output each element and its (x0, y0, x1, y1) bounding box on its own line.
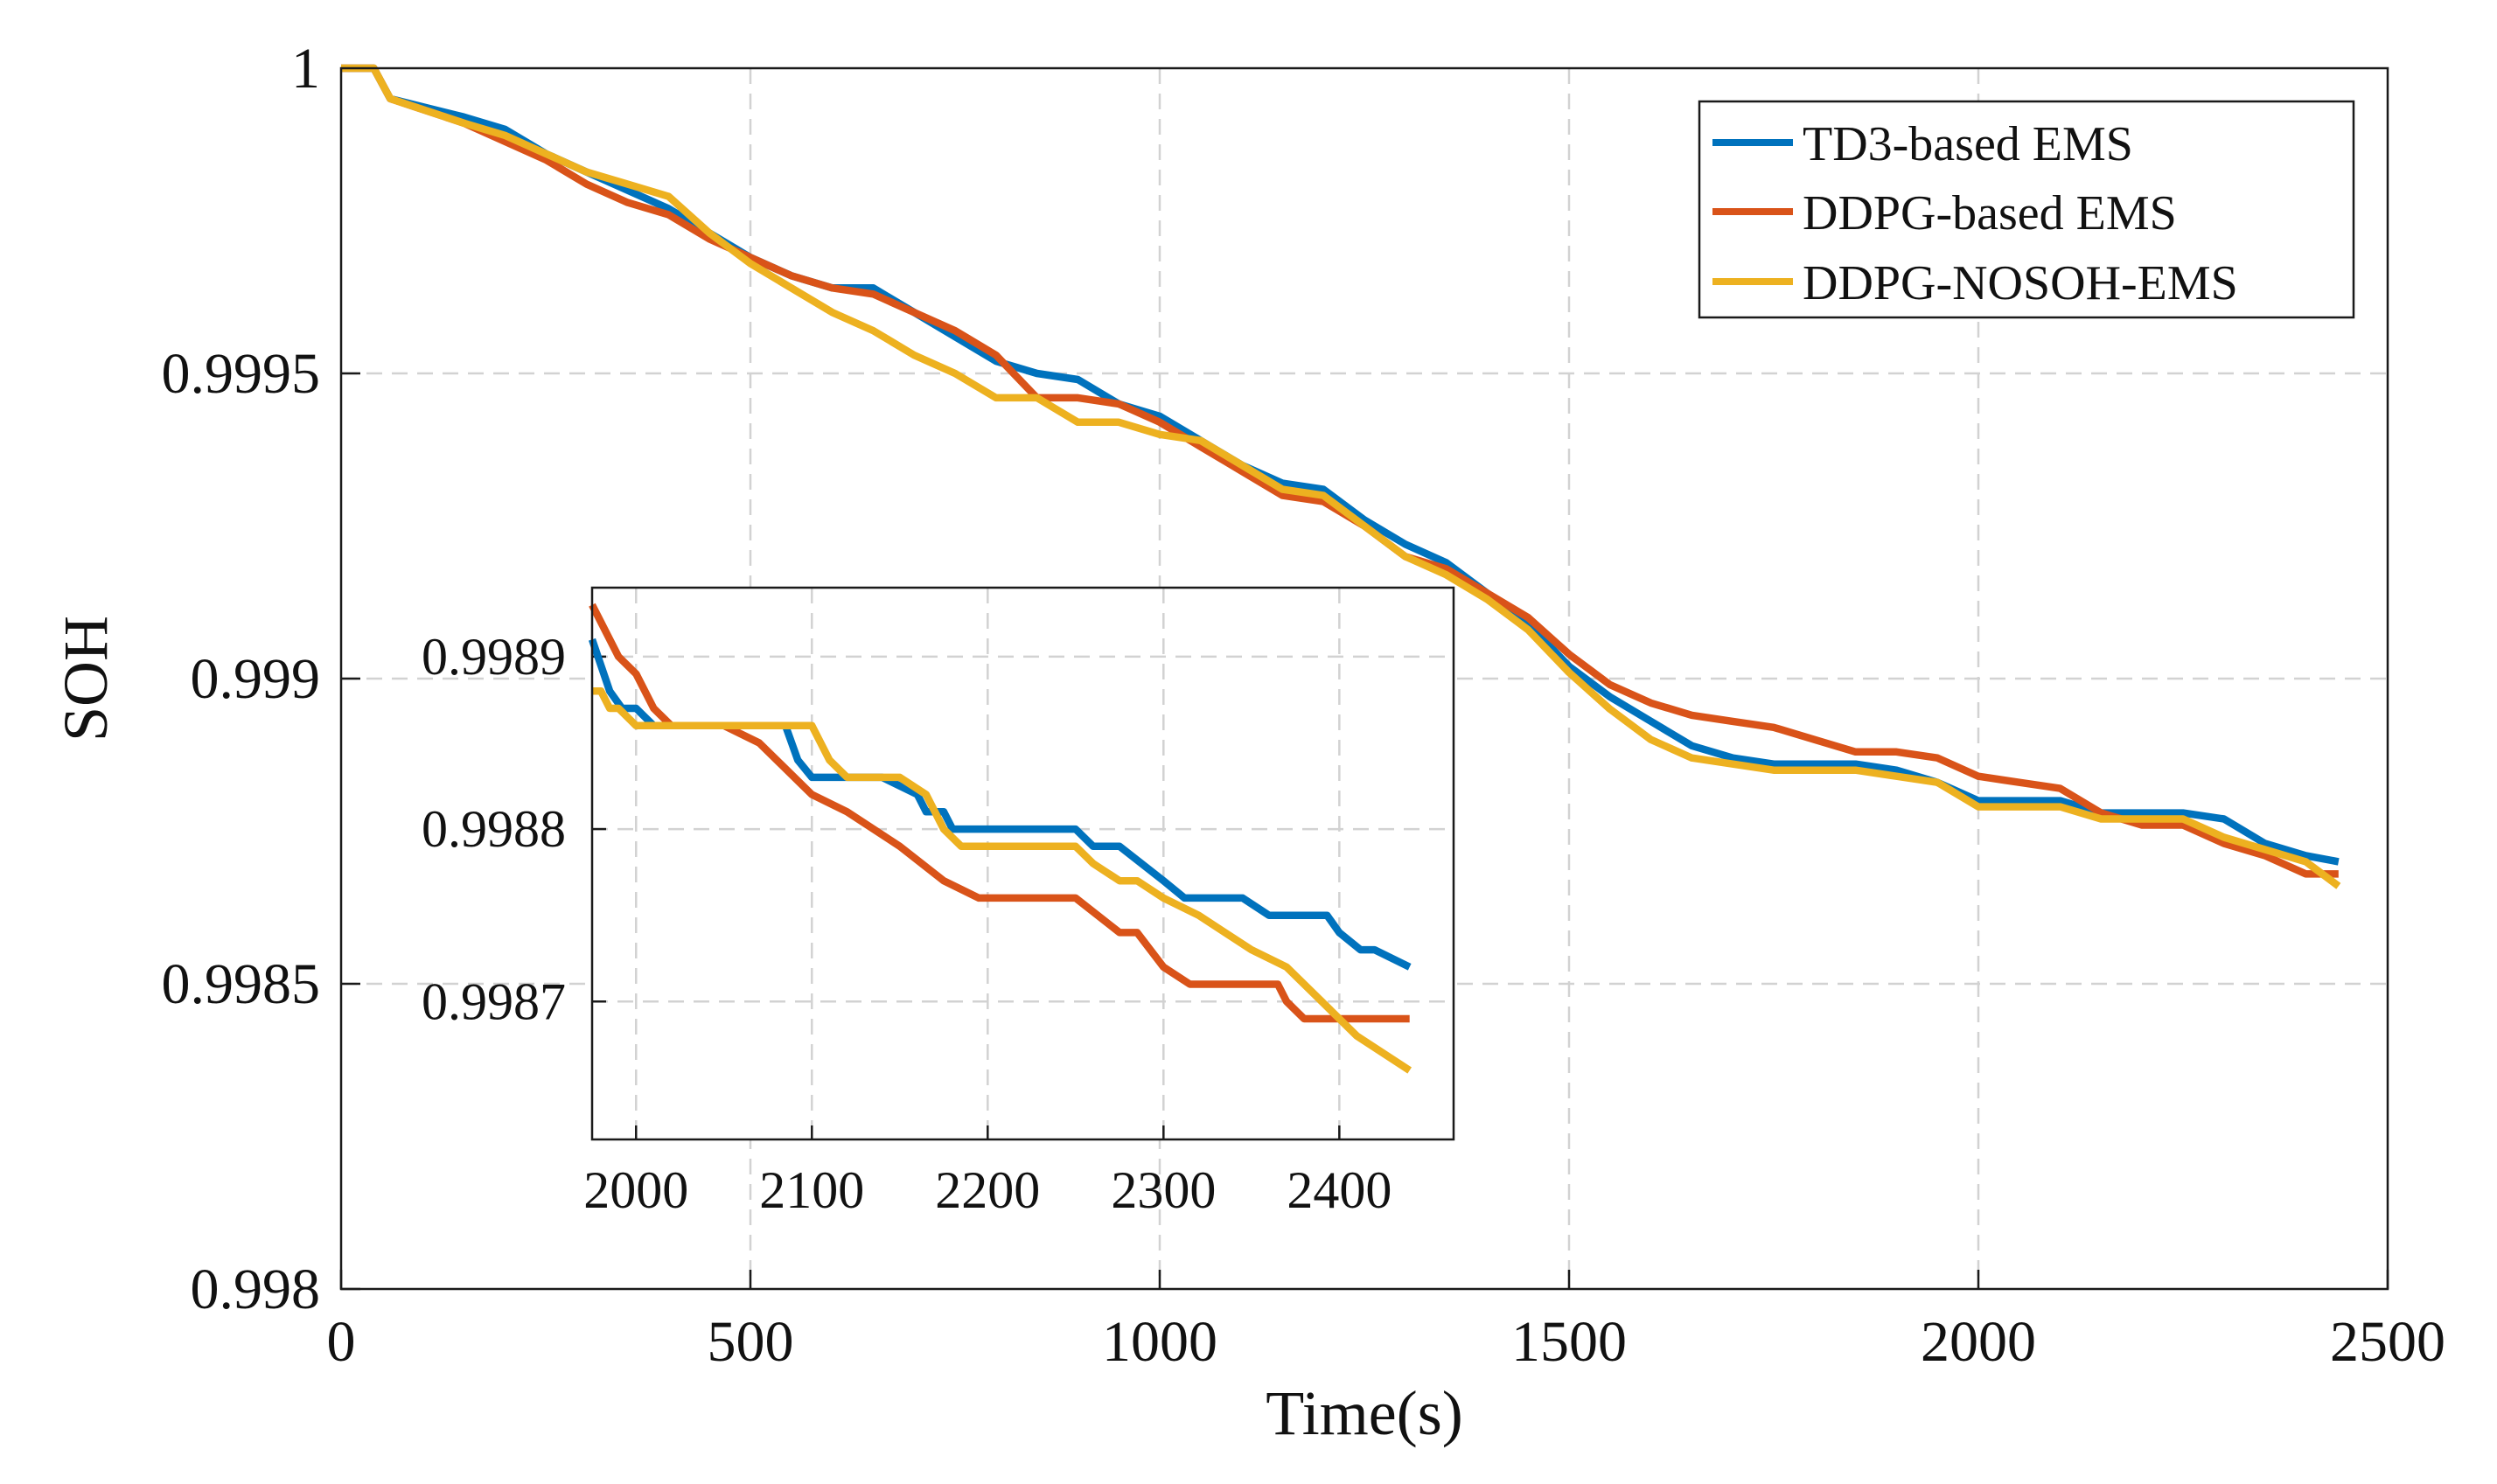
y-axis-title: SOH (51, 616, 121, 742)
x-axis-title: Time(s) (1266, 1378, 1462, 1448)
inset-series-group (588, 603, 1412, 1074)
inset-ticks: 2000 2100 2200 2300 2400 0.9987 0.9988 0.9989 (422, 628, 1391, 1219)
main-y-tick-label-4: 1 (291, 37, 320, 101)
main-y-tick-label-3: 0.9995 (162, 342, 321, 406)
main-y-tick-label-1: 0.9985 (162, 952, 321, 1016)
legend-label-ddpg: DDPG-based EMS (1803, 186, 2177, 240)
main-x-tick-label-1000: 1000 (1102, 1310, 1217, 1374)
main-x-tick-label-2000: 2000 (1921, 1310, 2036, 1374)
main-y-tick-label-0: 0.998 (191, 1258, 321, 1321)
inset-grid (592, 588, 1454, 1139)
main-x-tick-label-1500: 1500 (1511, 1310, 1627, 1374)
inset-y-tick-label-2: 0.9989 (422, 628, 566, 686)
inset-x-tick-label-2100: 2100 (759, 1161, 864, 1219)
inset-x-tick-label-2000: 2000 (583, 1161, 688, 1219)
inset-y-tick-label-0: 0.9987 (422, 972, 566, 1030)
main-plot-frame (339, 66, 2389, 1291)
main-ticks: 0 500 1000 1500 2000 2500 0.998 0.9985 0.999 0.99… (162, 37, 2446, 1374)
inset-x-tick-label-2200: 2200 (935, 1161, 1040, 1219)
main-x-tick-label-500: 500 (708, 1310, 794, 1374)
legend-entry-ddpg-nosoh: DDPG-NOSOH-EMS (1712, 256, 2238, 310)
legend-entry-ddpg: DDPG-based EMS (1712, 186, 2177, 240)
inset-series-ddpg-based-ems (589, 603, 1410, 1023)
inset-y-tick-label-1: 0.9988 (422, 800, 566, 858)
legend-label-td3: TD3-based EMS (1803, 117, 2133, 171)
main-series-ddpg-nosoh-ems (341, 64, 2341, 889)
inset-plot-frame (590, 586, 1455, 1141)
main-x-tick-label-0: 0 (327, 1310, 356, 1374)
inset-series-ddpg-nosoh-ems (592, 687, 1412, 1074)
inset-plot-area (592, 588, 1454, 1139)
main-series-group (341, 64, 2341, 889)
inset-x-tick-label-2300: 2300 (1111, 1161, 1216, 1219)
main-series-td3-based-ems (341, 64, 2340, 866)
legend-label-ddpg-nosoh: DDPG-NOSOH-EMS (1803, 256, 2238, 310)
main-y-tick-label-2: 0.999 (191, 647, 321, 711)
legend-entry-td3: TD3-based EMS (1712, 117, 2133, 171)
legend: TD3-based EMS DDPG-based EMS DDPG-NOSOH-… (1698, 100, 2355, 319)
legend-box (1698, 100, 2355, 319)
inset-x-tick-label-2400: 2400 (1287, 1161, 1391, 1219)
inset-plot: 2000 2100 2200 2300 2400 0.9987 0.9988 0.9989 (422, 586, 1455, 1219)
main-x-tick-label-2500: 2500 (2330, 1310, 2445, 1374)
